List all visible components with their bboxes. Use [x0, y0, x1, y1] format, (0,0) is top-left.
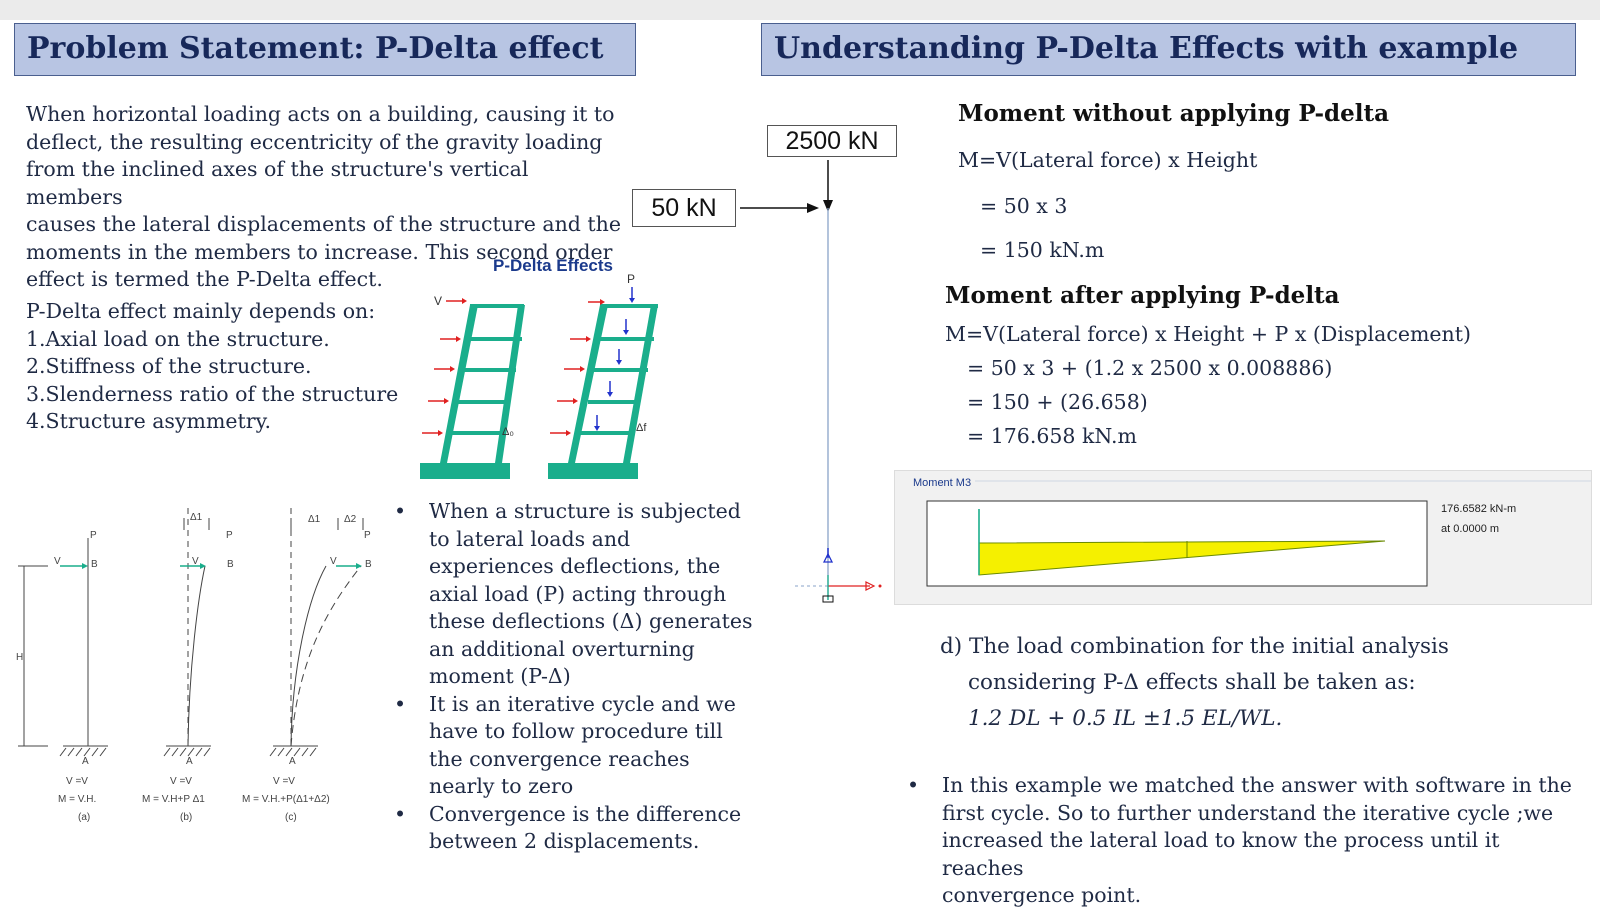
without-line-3: = 150 kN.m	[980, 238, 1105, 262]
frame-loaded: P Δf	[548, 272, 658, 479]
p-delta-frames-figure: P-Delta Effects V Δ₀ P	[420, 256, 658, 479]
bullet-dot: •	[394, 691, 407, 716]
moment-diagram: Moment M3 176.6582 kN-m at 0.0000 m	[913, 477, 1591, 587]
column-model	[740, 160, 882, 603]
a-label-c: A	[289, 756, 296, 767]
bullet-line: to lateral loads and	[429, 526, 631, 551]
bullet-item: • Convergence is the difference between …	[394, 801, 754, 856]
bullet-line: In this example we matched the answer wi…	[942, 773, 1572, 797]
after-line-2: = 50 x 3 + (1.2 x 2500 x 0.008886)	[967, 356, 1333, 380]
depends-item: 1.Axial load on the structure.	[26, 326, 330, 351]
after-line-3: = 150 + (26.658)	[967, 390, 1148, 414]
bullet-item: • When a structure is subjected to later…	[394, 498, 754, 691]
v-label-a: V	[54, 556, 61, 567]
b-label-c: B	[365, 559, 372, 570]
bullet-line: convergence point.	[942, 883, 1142, 907]
h-label: H	[16, 652, 23, 663]
bullet-line: nearly to zero	[429, 774, 574, 798]
moment-panel: Moment M3 176.6582 kN-m at 0.0000 m	[894, 470, 1592, 605]
load-combo-line-3: 1.2 DL + 0.5 IL ±1.5 EL/WL.	[968, 706, 1283, 731]
bullet-dot: •	[907, 773, 920, 797]
bullet-line: axial load (P) acting through	[429, 581, 727, 606]
case-a-moment: M = V.H.	[58, 794, 96, 805]
b-label-a: B	[91, 559, 98, 570]
bullet-line: an additional overturning	[429, 636, 695, 661]
bullet-line: It is an iterative cycle and we	[429, 691, 736, 716]
b-label-b: B	[227, 559, 234, 570]
case-b-tag: (b)	[180, 812, 192, 823]
vertical-load-label: 2500 kN	[767, 125, 897, 157]
bullet-line: first cycle. So to further understand th…	[942, 800, 1554, 825]
after-heading: Moment after applying P-delta	[945, 282, 1340, 309]
bullet-line: the convergence reaches	[429, 746, 690, 771]
delta1-label-c: Δ1	[308, 514, 321, 525]
bullet-dot: •	[394, 499, 407, 523]
bullet-item: • It is an iterative cycle and we have t…	[394, 691, 754, 801]
load-combo-line-2: considering P-Δ effects shall be taken a…	[968, 670, 1416, 695]
case-b-shear: V =V	[170, 776, 192, 787]
right-title: Understanding P-Delta Effects with examp…	[761, 23, 1576, 76]
without-line-2: = 50 x 3	[980, 194, 1068, 218]
bullet-line: between 2 displacements.	[429, 829, 700, 853]
v-label-c: V	[330, 556, 337, 567]
moment-value: 176.6582 kN-m	[1441, 503, 1516, 515]
lateral-load-label: 50 kN	[632, 189, 736, 227]
without-line-1: M=V(Lateral force) x Height	[958, 148, 1258, 172]
v-label-b: V	[192, 556, 199, 567]
bullet-line: experiences deflections, the	[429, 554, 721, 578]
bullet-line: increased the lateral load to know the p…	[942, 828, 1500, 880]
intro-line: deflect, the resulting eccentricity of t…	[26, 129, 603, 154]
depends-item: 2.Stiffness of the structure.	[26, 354, 312, 378]
bullet-line: When a structure is subjected	[429, 499, 741, 523]
figure-title: P-Delta Effects	[493, 256, 613, 275]
case-c-tag: (c)	[285, 812, 297, 823]
intro-paragraph: When horizontal loading acts on a buildi…	[26, 101, 626, 294]
load-combo-line-1: d) The load combination for the initial …	[940, 634, 1449, 659]
intro-line: from the inclined axes of the structure'…	[26, 157, 529, 209]
p-label: P	[627, 272, 635, 286]
without-heading: Moment without applying P-delta	[958, 100, 1389, 127]
bullet-item: • In this example we matched the answer …	[907, 772, 1577, 910]
delta1-label-b: Δ1	[190, 512, 203, 523]
depends-list: P-Delta effect mainly depends on: 1.Axia…	[26, 298, 406, 436]
a-label-b: A	[186, 756, 193, 767]
deltaf-label: Δf	[636, 422, 647, 434]
bullet-line: these deflections (Δ) generates	[429, 609, 753, 633]
case-a-tag: (a)	[78, 812, 90, 823]
depends-item: 4.Structure asymmetry.	[26, 409, 271, 433]
top-bar	[0, 0, 1600, 20]
bullet-dot: •	[394, 801, 407, 826]
after-line-4: = 176.658 kN.m	[967, 424, 1137, 448]
moment-location: at 0.0000 m	[1441, 523, 1499, 535]
case-c-moment: M = V.H.+P(Δ1+Δ2)	[242, 794, 330, 805]
right-bullet: • In this example we matched the answer …	[907, 772, 1577, 910]
delta2-label-c: Δ2	[344, 514, 357, 525]
after-line-1: M=V(Lateral force) x Height + P x (Displ…	[945, 322, 1471, 346]
p-label-c: P	[364, 530, 371, 541]
moment-panel-title: Moment M3	[913, 477, 971, 489]
case-a-shear: V =V	[66, 776, 88, 787]
frame-unloaded: V Δ₀	[420, 294, 525, 479]
p-label-a: P	[90, 530, 97, 541]
intro-line: causes the lateral displacements of the …	[26, 212, 621, 236]
depends-heading: P-Delta effect mainly depends on:	[26, 299, 376, 323]
case-b-moment: M = V.H+P Δ1	[142, 794, 205, 805]
depends-item: 3.Slenderness ratio of the structure	[26, 381, 399, 406]
bullet-line: moment (P-Δ)	[429, 664, 571, 688]
bullet-line: have to follow procedure till	[429, 719, 723, 743]
p-label-b: P	[226, 530, 233, 541]
delta0-label: Δ₀	[502, 426, 514, 438]
left-bullets: • When a structure is subjected to later…	[394, 498, 754, 856]
intro-line: When horizontal loading acts on a buildi…	[26, 102, 615, 126]
case-c-shear: V =V	[273, 776, 295, 787]
intro-line: moments in the members to increase. This…	[26, 239, 613, 264]
left-title: Problem Statement: P-Delta effect	[14, 23, 636, 76]
v-label: V	[434, 294, 442, 308]
cantilever-diagrams: H P V B A Δ1 P V B A Δ1 Δ2 P V B A V =V …	[16, 508, 372, 823]
intro-line: effect is termed the P-Delta effect.	[26, 267, 383, 291]
bullet-line: Convergence is the difference	[429, 801, 742, 826]
a-label-a: A	[82, 756, 89, 767]
